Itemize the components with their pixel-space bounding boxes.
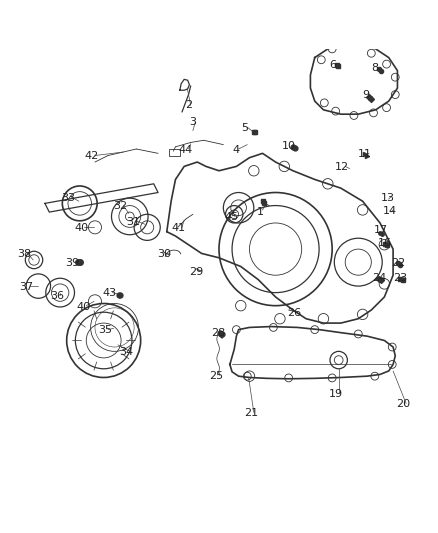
Text: 25: 25 [209, 371, 223, 381]
Text: 9: 9 [363, 91, 370, 100]
Text: 41: 41 [172, 223, 186, 233]
Text: 43: 43 [102, 288, 117, 298]
Text: 4: 4 [233, 145, 240, 155]
Text: 13: 13 [381, 193, 395, 203]
Text: 3: 3 [189, 117, 196, 127]
Text: 28: 28 [211, 328, 225, 337]
Text: 40: 40 [74, 223, 88, 233]
Text: 37: 37 [20, 282, 34, 292]
Text: 20: 20 [396, 399, 410, 409]
Text: 44: 44 [178, 145, 193, 155]
Text: 24: 24 [372, 273, 386, 283]
Text: 36: 36 [50, 290, 64, 301]
Text: 2: 2 [185, 100, 192, 110]
Text: 19: 19 [328, 389, 343, 399]
Text: 6: 6 [329, 60, 336, 70]
Text: 10: 10 [282, 141, 296, 150]
Text: 33: 33 [61, 193, 75, 203]
Text: 35: 35 [98, 326, 112, 335]
Text: 22: 22 [391, 258, 406, 268]
Bar [169, 149, 180, 156]
Text: 39: 39 [65, 258, 79, 268]
Text: 16: 16 [378, 238, 392, 248]
Text: 40: 40 [76, 302, 90, 312]
Text: 23: 23 [393, 273, 407, 283]
Text: 26: 26 [287, 308, 301, 318]
Text: 12: 12 [335, 162, 349, 172]
Text: 5: 5 [242, 123, 249, 133]
Text: 30: 30 [157, 249, 171, 260]
Text: 38: 38 [18, 249, 32, 260]
Text: 32: 32 [113, 201, 127, 212]
Text: 21: 21 [244, 408, 258, 418]
Text: 8: 8 [371, 62, 378, 72]
Text: 14: 14 [382, 206, 397, 216]
Text: 42: 42 [85, 151, 99, 161]
Text: 11: 11 [358, 149, 372, 159]
Text: 29: 29 [189, 266, 204, 277]
Text: 1: 1 [257, 207, 264, 217]
Text: 45: 45 [224, 212, 238, 222]
Text: 17: 17 [374, 225, 388, 236]
Text: 31: 31 [126, 217, 140, 227]
Text: 34: 34 [120, 347, 134, 357]
